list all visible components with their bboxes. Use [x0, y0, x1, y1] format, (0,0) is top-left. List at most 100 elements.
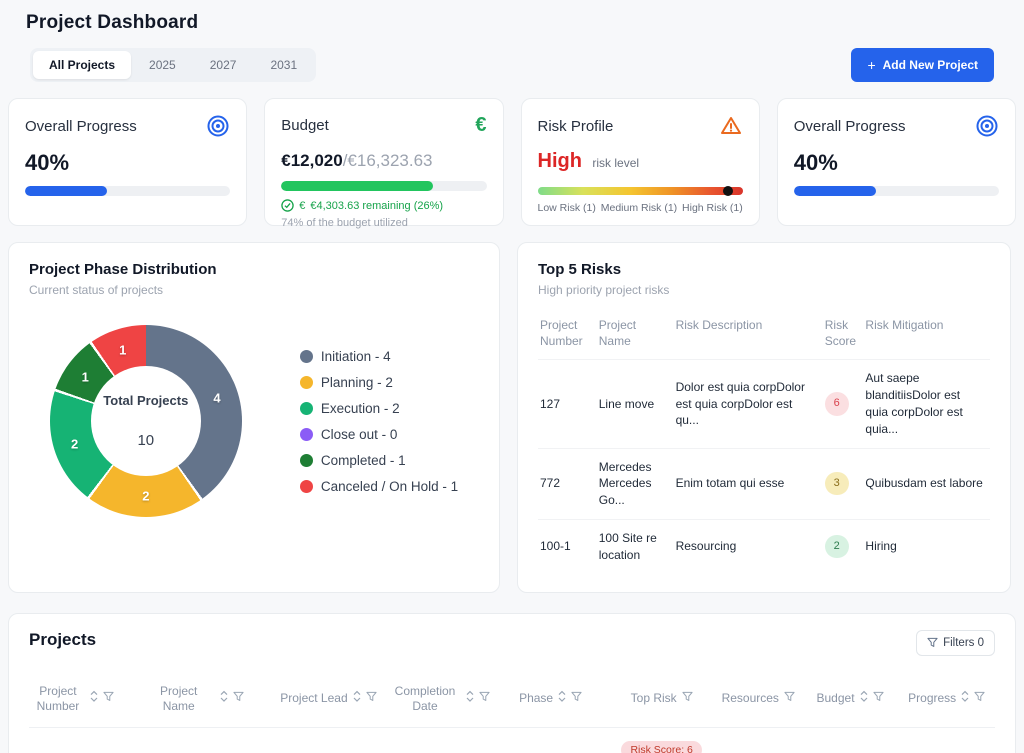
risk-scale-label: High Risk (1)	[682, 202, 743, 214]
projects-column-header-completion-date: Completion Date	[386, 677, 493, 728]
tab-2025[interactable]: 2025	[149, 58, 176, 72]
add-new-project-label: Add New Project	[882, 58, 978, 72]
budget-bar	[281, 181, 487, 191]
target-icon	[206, 114, 230, 138]
tab-2031[interactable]: 2031	[270, 58, 298, 72]
legend-color-dot	[299, 453, 313, 467]
check-circle-icon	[281, 199, 294, 212]
risk-scale-labels: Low Risk (1) Medium Risk (1) High Risk (1)	[538, 202, 743, 214]
top5-table-row: 100-1 100 Site re location Resourcing 2 Hiri…	[538, 518, 990, 574]
resources	[714, 727, 802, 753]
top5-project-name: Mercedes Mercedes Go...	[596, 447, 674, 520]
top5-column-header: Risk Description	[675, 318, 763, 332]
donut-center-value: 10	[137, 431, 155, 449]
tab-all-projects[interactable]: All Projects	[33, 51, 132, 79]
projects-column-header-phase: Phase	[492, 677, 609, 728]
funnel-icon	[927, 637, 938, 648]
completion-date: Oct 25, 2025	[386, 727, 493, 753]
top5-risk-description: Resourcing	[673, 518, 823, 574]
card-title: Overall Progress	[793, 117, 906, 135]
sort-icon[interactable]	[466, 690, 474, 708]
budget-spent: €12,020	[281, 151, 343, 170]
risk-scale-label: Low Risk (1)	[537, 202, 596, 214]
page-title: Project Dashboard	[26, 12, 199, 33]
euro-mini-icon: €	[299, 199, 306, 212]
top5-project-name: Line move	[596, 359, 674, 449]
phase-legend: Initiation - 4 Planning - 2 Execution - 2 C…	[299, 348, 458, 494]
legend-label: Initiation - 4	[320, 348, 391, 364]
target-icon	[975, 114, 999, 138]
progress-bar	[25, 186, 231, 196]
projects-table: Project Number Project Name Project Lead Co…	[29, 677, 995, 753]
donut-slice-value: 2	[142, 488, 150, 504]
phase-donut-chart: Total Projects 10 4 2 2 1 1	[49, 325, 242, 517]
card-title: Overall Progress	[25, 117, 137, 135]
column-label: Top Risk	[630, 691, 677, 706]
risk-level-value: High	[537, 150, 582, 172]
warning-triangle-icon	[719, 114, 743, 138]
budget-total: /€16,323.63	[342, 151, 433, 170]
top5-title: Top 5 Risks	[538, 261, 622, 278]
risk-score-badge: 3	[824, 472, 849, 496]
budget-card: Budget € €12,020/€16,323.63 € €4,303.63 …	[264, 98, 504, 229]
risk-level-suffix: risk level	[592, 156, 640, 170]
filter-funnel-icon[interactable]	[682, 691, 693, 707]
donut-slice-value: 1	[119, 342, 127, 358]
donut-slice-value: 1	[81, 369, 89, 385]
top5-risk-mitigation: Aut saepe blanditiisDolor est quia corpD…	[863, 359, 990, 449]
filter-funnel-icon[interactable]	[571, 691, 582, 707]
sort-icon[interactable]	[90, 690, 98, 708]
top5-subtitle: High priority project risks	[538, 283, 670, 297]
projects-column-header-project-lead: Project Lead	[270, 677, 387, 728]
top5-risk-score: 6	[822, 359, 864, 449]
filter-funnel-icon[interactable]	[872, 691, 884, 707]
card-title: Budget	[281, 117, 329, 134]
tab-2027[interactable]: 2027	[209, 58, 237, 72]
donut-center-label: Total Projects	[103, 392, 189, 408]
legend-item-canceled-on-hold: Canceled / On Hold - 1	[299, 479, 458, 494]
projects-column-header-project-number: Project Number	[29, 677, 116, 728]
column-label: Budget	[816, 691, 855, 706]
legend-label: Execution - 2	[320, 400, 400, 416]
risk-profile-card: Risk Profile High risk level Low Risk (1…	[520, 98, 760, 226]
sort-icon[interactable]	[558, 690, 566, 708]
add-new-project-button[interactable]: + Add New Project	[851, 48, 994, 82]
project-progress: 36%	[898, 727, 995, 753]
project-budget: € 489.96	[801, 727, 899, 753]
sort-icon[interactable]	[961, 690, 969, 708]
legend-item-planning: Planning - 2	[299, 375, 458, 390]
column-label: Project Name	[160, 683, 198, 714]
filters-label: Filters 0	[943, 636, 984, 649]
top5-risk-mitigation: Hiring	[863, 518, 990, 574]
column-label: Resources	[721, 691, 779, 706]
top5-risk-description: Enim totam qui esse	[673, 447, 823, 520]
filter-funnel-icon[interactable]	[974, 691, 985, 707]
projects-column-header-budget: Budget	[801, 677, 899, 728]
column-label: Project Number	[36, 683, 80, 714]
legend-color-dot	[299, 401, 313, 415]
phase-card-title: Project Phase Distribution	[29, 261, 217, 278]
filter-funnel-icon[interactable]	[233, 691, 244, 707]
top5-risks-card: Top 5 Risks High priority project risks …	[517, 242, 1011, 593]
filter-funnel-icon[interactable]	[784, 691, 795, 707]
plus-icon: +	[867, 57, 876, 73]
filter-funnel-icon[interactable]	[366, 691, 377, 707]
sort-icon[interactable]	[220, 690, 228, 708]
projects-column-header-top-risk: Top Risk	[608, 677, 715, 728]
sort-icon[interactable]	[860, 690, 868, 708]
filter-funnel-icon[interactable]	[479, 691, 490, 707]
sort-icon[interactable]	[353, 690, 361, 708]
top5-risk-score: 2	[822, 518, 864, 574]
donut-slice-value: 2	[70, 436, 79, 452]
top5-table-row: 772 Mercedes Mercedes Go... Enim totam qui…	[538, 447, 990, 520]
budget-utilized-text: 74% of the budget utilized	[281, 217, 408, 229]
filter-funnel-icon[interactable]	[103, 691, 114, 707]
project-lead: John Admin O Mahony	[270, 727, 387, 753]
phase-distribution-card: Project Phase Distribution Current statu…	[8, 242, 500, 593]
top5-risk-mitigation: Quibusdam est labore	[863, 447, 990, 520]
top5-project-number: 772	[538, 447, 597, 520]
progress-value: 40%	[793, 150, 838, 175]
legend-label: Completed - 1	[320, 452, 406, 468]
filters-button[interactable]: Filters 0	[916, 629, 995, 656]
